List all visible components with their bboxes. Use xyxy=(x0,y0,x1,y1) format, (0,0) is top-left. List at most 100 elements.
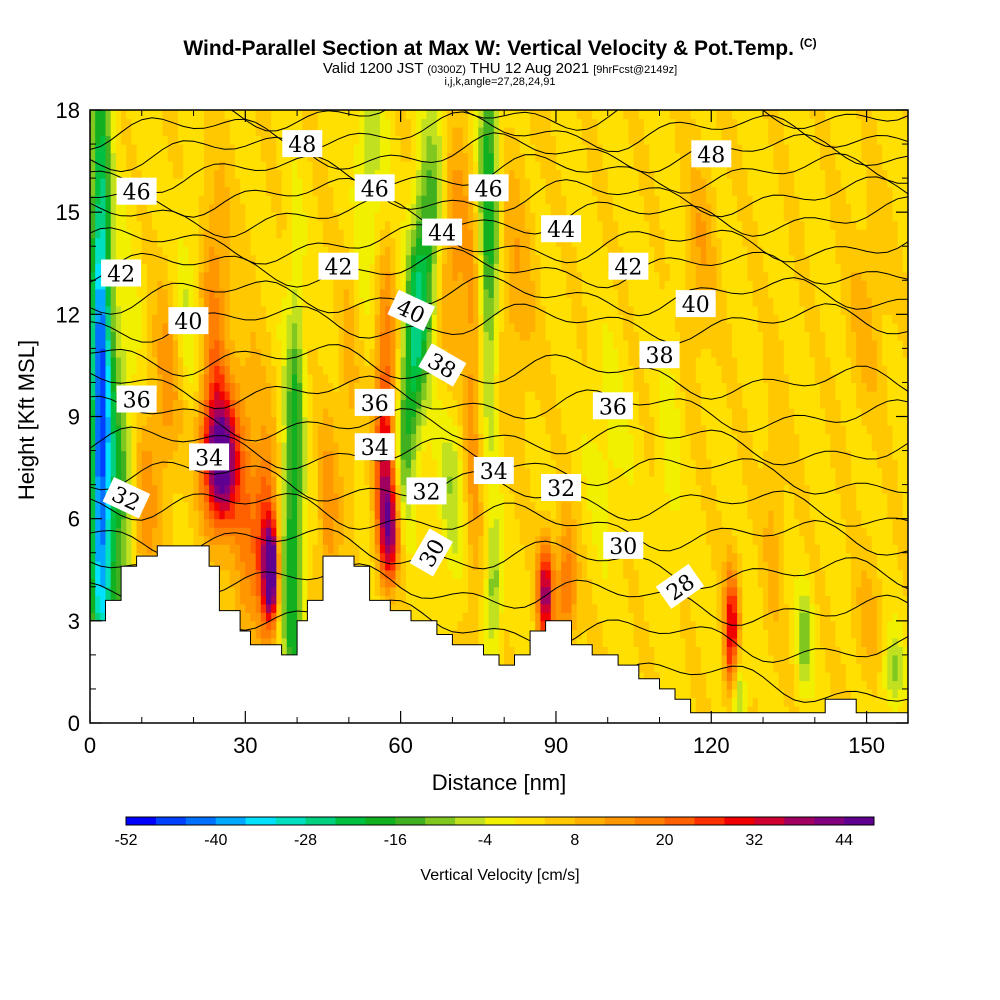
velocity-cell xyxy=(209,246,215,256)
velocity-cell xyxy=(209,203,215,213)
velocity-cell xyxy=(297,603,303,613)
velocity-cell xyxy=(203,510,210,520)
velocity-cell xyxy=(234,382,241,392)
velocity-cell xyxy=(400,195,407,205)
velocity-cell xyxy=(95,220,101,230)
velocity-cell xyxy=(416,288,422,298)
velocity-cell xyxy=(281,254,288,264)
velocity-cell xyxy=(431,135,438,145)
velocity-cell xyxy=(209,186,215,196)
velocity-cell xyxy=(209,433,215,443)
velocity-cell xyxy=(286,603,293,613)
velocity-cell xyxy=(322,135,329,145)
velocity-cell xyxy=(379,510,386,520)
velocity-cell xyxy=(250,314,257,324)
velocity-cell xyxy=(271,186,277,196)
velocity-cell xyxy=(333,280,340,290)
velocity-cell xyxy=(436,271,443,281)
velocity-cell xyxy=(224,365,231,375)
velocity-cell xyxy=(379,237,386,247)
velocity-cell xyxy=(162,365,169,375)
velocity-cell xyxy=(385,595,391,605)
velocity-cell xyxy=(297,331,303,341)
velocity-cell xyxy=(276,467,283,477)
velocity-cell xyxy=(167,246,174,256)
velocity-cell xyxy=(146,450,153,460)
velocity-cell xyxy=(234,595,241,605)
velocity-cell xyxy=(416,144,422,154)
velocity-cell xyxy=(431,305,438,315)
velocity-cell xyxy=(421,246,428,256)
velocity-cell xyxy=(100,186,107,196)
velocity-cell xyxy=(126,212,133,222)
velocity-cell xyxy=(302,288,309,298)
velocity-cell xyxy=(183,246,189,256)
velocity-cell xyxy=(229,314,236,324)
velocity-cell xyxy=(302,450,309,460)
velocity-cell xyxy=(245,297,252,307)
velocity-cell xyxy=(172,263,179,273)
velocity-cell xyxy=(410,271,417,281)
velocity-cell xyxy=(281,229,288,239)
velocity-cell xyxy=(442,195,448,205)
velocity-cell xyxy=(250,603,257,613)
velocity-cell xyxy=(442,297,448,307)
velocity-cell xyxy=(343,280,350,290)
velocity-cell xyxy=(105,399,112,409)
velocity-cell xyxy=(354,339,360,349)
velocity-cell xyxy=(131,314,138,324)
velocity-cell xyxy=(193,365,200,375)
velocity-cell xyxy=(157,467,164,477)
velocity-cell xyxy=(126,476,133,486)
velocity-cell xyxy=(90,331,96,341)
velocity-cell xyxy=(374,135,381,145)
velocity-cell xyxy=(193,195,200,205)
velocity-cell xyxy=(105,561,112,571)
velocity-cell xyxy=(214,229,221,239)
velocity-cell xyxy=(146,365,153,375)
velocity-cell xyxy=(421,263,428,273)
velocity-cell xyxy=(157,220,164,230)
velocity-cell xyxy=(95,348,101,358)
velocity-cell xyxy=(198,476,205,486)
velocity-cell xyxy=(405,569,412,579)
velocity-cell xyxy=(224,569,231,579)
velocity-cell xyxy=(178,110,184,120)
velocity-cell xyxy=(426,416,433,426)
velocity-cell xyxy=(291,297,298,307)
velocity-cell xyxy=(297,442,303,452)
velocity-cell xyxy=(426,518,433,528)
velocity-cell xyxy=(379,220,386,230)
velocity-cell xyxy=(110,161,117,171)
velocity-cell xyxy=(90,186,96,196)
velocity-cell xyxy=(416,603,422,613)
velocity-cell xyxy=(141,339,148,349)
velocity-cell xyxy=(260,450,267,460)
velocity-cell xyxy=(343,382,350,392)
velocity-cell xyxy=(136,416,143,426)
velocity-cell xyxy=(146,459,153,469)
velocity-cell xyxy=(312,518,319,528)
velocity-cell xyxy=(162,348,169,358)
velocity-cell xyxy=(126,467,133,477)
velocity-cell xyxy=(95,467,101,477)
velocity-cell xyxy=(374,365,381,375)
velocity-cell xyxy=(328,416,334,426)
velocity-cell xyxy=(338,390,345,401)
velocity-cell xyxy=(410,425,417,435)
velocity-cell xyxy=(354,144,360,154)
velocity-cell xyxy=(364,229,371,239)
velocity-cell xyxy=(188,399,195,409)
velocity-cell xyxy=(312,118,319,128)
velocity-cell xyxy=(291,510,298,520)
velocity-cell xyxy=(136,212,143,222)
velocity-cell xyxy=(281,578,288,588)
velocity-cell xyxy=(203,484,210,494)
velocity-cell xyxy=(229,595,236,605)
velocity-cell xyxy=(369,314,376,324)
velocity-cell xyxy=(338,127,345,137)
velocity-cell xyxy=(400,459,407,469)
velocity-cell xyxy=(359,348,365,358)
velocity-cell xyxy=(338,348,345,358)
velocity-cell xyxy=(421,425,428,435)
